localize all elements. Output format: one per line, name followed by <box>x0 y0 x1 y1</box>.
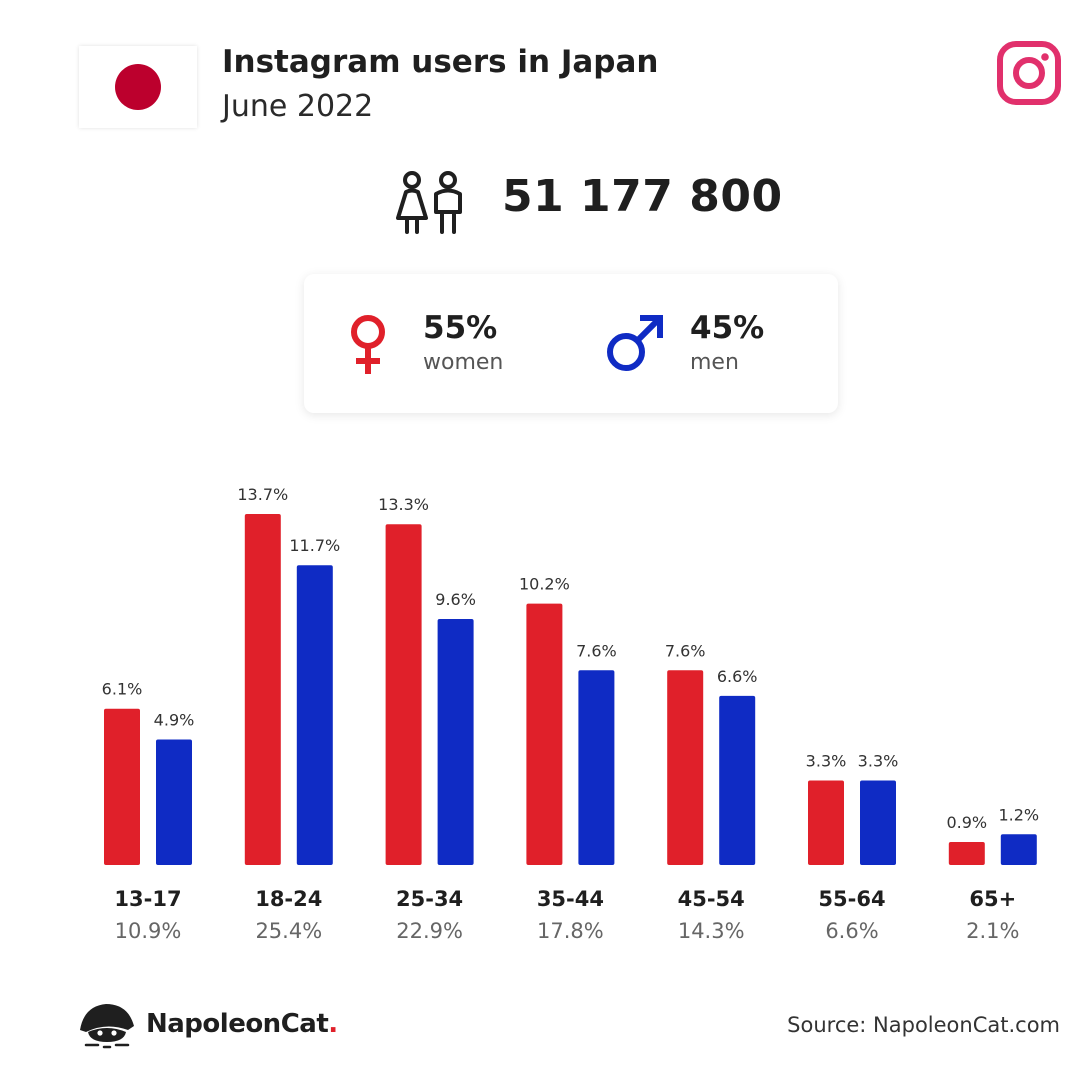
napoleoncat-logo-icon <box>80 1004 134 1049</box>
source-credit: Source: NapoleonCat.com <box>787 1013 1060 1037</box>
bar-55-64-s0 <box>808 780 844 865</box>
bar-65+-s1 <box>1000 834 1037 865</box>
chart-subtitle: June 2022 <box>222 89 374 124</box>
category-total-65+: 2.1% <box>966 919 1019 943</box>
value-label-18-24-s1: 11.7% <box>289 536 340 555</box>
bar-13-17-s0 <box>104 708 140 865</box>
category-total-25-34: 22.9% <box>396 919 463 943</box>
value-label-13-17-s0: 6.1% <box>102 680 143 699</box>
value-label-35-44-s1: 7.6% <box>576 641 617 660</box>
people-icon <box>396 171 462 234</box>
value-label-65+-s0: 0.9% <box>946 813 987 832</box>
value-label-55-64-s1: 3.3% <box>858 751 899 770</box>
bar-45-54-s1 <box>719 695 756 865</box>
category-label-35-44: 35-44 <box>537 887 604 911</box>
category-label-65+: 65+ <box>969 887 1016 911</box>
women-percent: 55% <box>423 310 498 346</box>
female-symbol-icon <box>351 315 385 374</box>
bar-18-24-s0 <box>244 514 281 865</box>
value-label-18-24-s0: 13.7% <box>237 485 288 504</box>
age-gender-bar-chart: 6.1% 4.9% 13-17 10.9% 13.7% 11.7% 18-24 25.4% 13… <box>102 485 1039 943</box>
category-label-45-54: 45-54 <box>678 887 745 911</box>
value-label-35-44-s0: 10.2% <box>519 575 570 594</box>
bar-25-34-s1 <box>437 619 474 865</box>
category-total-35-44: 17.8% <box>537 919 604 943</box>
value-label-25-34-s1: 9.6% <box>435 590 476 609</box>
bar-45-54-s0 <box>667 670 704 865</box>
category-label-55-64: 55-64 <box>818 887 885 911</box>
japan-flag-icon <box>79 46 197 128</box>
bar-35-44-s1 <box>578 670 615 865</box>
category-total-18-24: 25.4% <box>255 919 322 943</box>
bar-65+-s0 <box>948 841 985 865</box>
gender-split-card: 55% women 45% men <box>304 274 838 413</box>
category-label-25-34: 25-34 <box>396 887 463 911</box>
brand-name: NapoleonCat. <box>146 1009 338 1039</box>
category-label-18-24: 18-24 <box>255 887 322 911</box>
value-label-45-54-s0: 7.6% <box>665 641 706 660</box>
chart-title: Instagram users in Japan <box>222 44 659 80</box>
bar-55-64-s1 <box>860 780 896 865</box>
male-symbol-icon <box>607 315 663 371</box>
value-label-45-54-s1: 6.6% <box>717 667 758 686</box>
flag-red-disc <box>115 64 161 110</box>
value-label-13-17-s1: 4.9% <box>154 710 195 729</box>
brand-name-text: NapoleonCat <box>146 1009 329 1039</box>
bar-35-44-s0 <box>526 603 563 865</box>
category-total-45-54: 14.3% <box>678 919 745 943</box>
men-percent: 45% <box>690 310 765 346</box>
bar-13-17-s1 <box>156 739 192 865</box>
category-total-13-17: 10.9% <box>115 919 182 943</box>
instagram-icon <box>997 41 1061 105</box>
total-users-value: 51 177 800 <box>502 171 783 222</box>
women-label: women <box>423 350 504 375</box>
brand-name-dot: . <box>328 1009 338 1039</box>
value-label-25-34-s0: 13.3% <box>378 495 429 514</box>
category-label-13-17: 13-17 <box>114 887 181 911</box>
value-label-55-64-s0: 3.3% <box>806 751 847 770</box>
bar-18-24-s1 <box>296 565 333 865</box>
category-total-55-64: 6.6% <box>825 919 878 943</box>
men-label: men <box>690 350 739 375</box>
bar-25-34-s0 <box>385 524 422 865</box>
value-label-65+-s1: 1.2% <box>998 805 1039 824</box>
